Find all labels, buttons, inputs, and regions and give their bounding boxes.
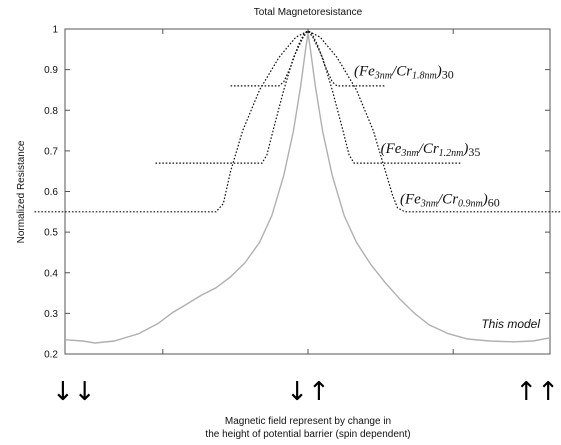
series-label-part: ) (436, 64, 442, 80)
spin-arrow-pair: ↓↓ (52, 377, 96, 407)
series-label-part: 1.8nm (412, 71, 437, 82)
y-tick-label: 0.9 (44, 65, 58, 76)
series-label-part: 60 (488, 196, 500, 210)
spin-arrow-pair: ↓↑ (286, 377, 330, 407)
chart-title: Total Magnetoresistance (254, 7, 363, 18)
y-tick-label: 0.3 (44, 309, 58, 320)
series-1-line (65, 32, 551, 344)
y-axis-ticks: 0.2 0.3 0.4 0.5 0.6 0.7 0.8 0.9 1 (44, 25, 550, 361)
y-tick-label: 0.6 (44, 187, 58, 198)
series-label-part: ) (462, 141, 468, 157)
series-label-part: /Cr (391, 64, 412, 80)
y-tick-label: 0.8 (44, 106, 58, 117)
series-label-part: (Fe (400, 192, 421, 208)
model-label: This model (481, 317, 540, 331)
spin-arrows: ↓↓ ↓↑ ↑↑ (52, 377, 559, 407)
y-tick-label: 0.5 (44, 228, 58, 239)
series-label-part: ) (482, 192, 488, 208)
y-tick-label: 0.4 (44, 268, 58, 279)
series-layer (34, 30, 561, 344)
y-tick-label: 0.2 (44, 350, 58, 361)
series-2-line (230, 30, 386, 87)
series-label-part: 30 (442, 68, 454, 82)
series-label-part: 3nm (400, 148, 418, 159)
plot-frame (64, 28, 551, 355)
series-4-line (34, 30, 561, 213)
series-3-line (155, 30, 461, 164)
series-label-s1: (Fe3nm/Cr1.8nm)30 (354, 64, 454, 82)
series-label-part: (Fe (354, 64, 375, 80)
series-label-part: 0.9nm (458, 199, 483, 210)
series-label-s3: (Fe3nm/Cr0.9nm)60 (400, 192, 500, 210)
series-label-part: 3nm (374, 71, 392, 82)
series-label-s2: (Fe3nm/Cr1.2nm)35 (381, 141, 481, 159)
series-label-part: 3nm (420, 199, 438, 210)
y-tick-label: 0.7 (44, 146, 58, 157)
x-axis-title-line-1: Magnetic field represent by change in (225, 416, 391, 427)
annotation-layer: (Fe3nm/Cr1.8nm)30(Fe3nm/Cr1.2nm)35(Fe3nm… (354, 64, 500, 210)
series-label-part: /Cr (418, 141, 439, 157)
series-label-part: /Cr (437, 192, 458, 208)
y-axis-title: Normalized Resistance (16, 140, 27, 243)
x-axis-title-line-2: the height of potential barrier (spin de… (205, 429, 410, 440)
y-tick-label: 1 (52, 25, 58, 36)
series-label-part: 1.2nm (439, 148, 464, 159)
series-label-part: 35 (468, 145, 480, 159)
spin-arrow-pair: ↑↑ (515, 377, 559, 407)
series-label-part: (Fe (381, 141, 402, 157)
